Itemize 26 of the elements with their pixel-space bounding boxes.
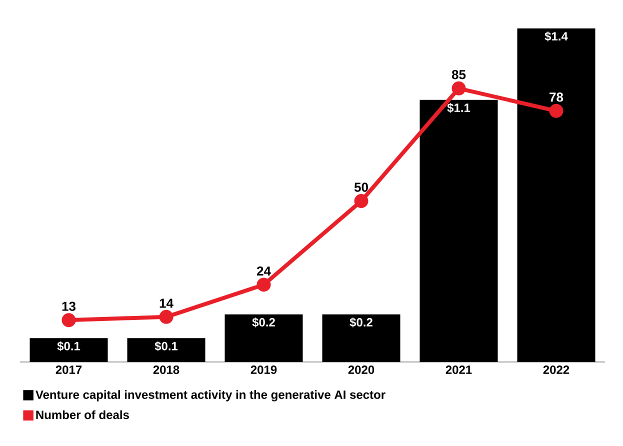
data-label: $1.4 xyxy=(544,32,568,42)
x-tick-label: 2017 xyxy=(56,366,82,374)
data-label: 50 xyxy=(354,182,368,192)
data-label: 13 xyxy=(62,302,76,311)
legend-label: Venture capital investment activity in the generative AI sector xyxy=(36,390,386,402)
data-label: $0.1 xyxy=(57,341,80,352)
point xyxy=(256,278,271,292)
data-label: $0.2 xyxy=(350,318,372,328)
point xyxy=(62,313,76,328)
x-tick-label: 2022 xyxy=(543,366,570,374)
data-label: $1.1 xyxy=(447,103,470,113)
x-tick-label: 2019 xyxy=(250,366,277,374)
legend-label: Number of deals xyxy=(36,410,129,420)
point xyxy=(354,194,368,208)
data-label: 78 xyxy=(550,92,564,102)
point xyxy=(159,310,174,324)
x-tick-label: 2018 xyxy=(153,366,180,374)
x-tick-label: 2020 xyxy=(348,366,374,374)
data-label: 24 xyxy=(256,266,271,276)
point xyxy=(452,81,466,96)
data-label: $0.1 xyxy=(154,341,178,352)
point xyxy=(549,104,564,118)
data-label: 85 xyxy=(452,70,466,80)
data-label: $0.2 xyxy=(252,318,275,328)
data-label: 14 xyxy=(160,298,174,308)
x-tick-label: 2021 xyxy=(446,366,472,374)
